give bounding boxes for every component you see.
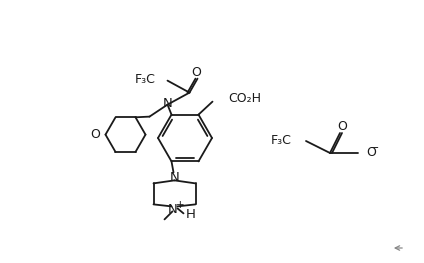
Text: F₃C: F₃C [271, 134, 292, 146]
Text: O: O [91, 128, 100, 141]
Text: +: + [176, 200, 185, 210]
Text: CO₂H: CO₂H [229, 92, 262, 105]
Text: O: O [192, 66, 201, 79]
Text: N: N [167, 203, 177, 216]
Text: H: H [186, 208, 195, 221]
Text: −: − [370, 143, 379, 153]
Text: O: O [366, 146, 376, 159]
Text: O: O [337, 120, 347, 134]
Text: N: N [163, 97, 173, 110]
Text: N: N [170, 171, 179, 184]
Text: F₃C: F₃C [135, 73, 156, 86]
